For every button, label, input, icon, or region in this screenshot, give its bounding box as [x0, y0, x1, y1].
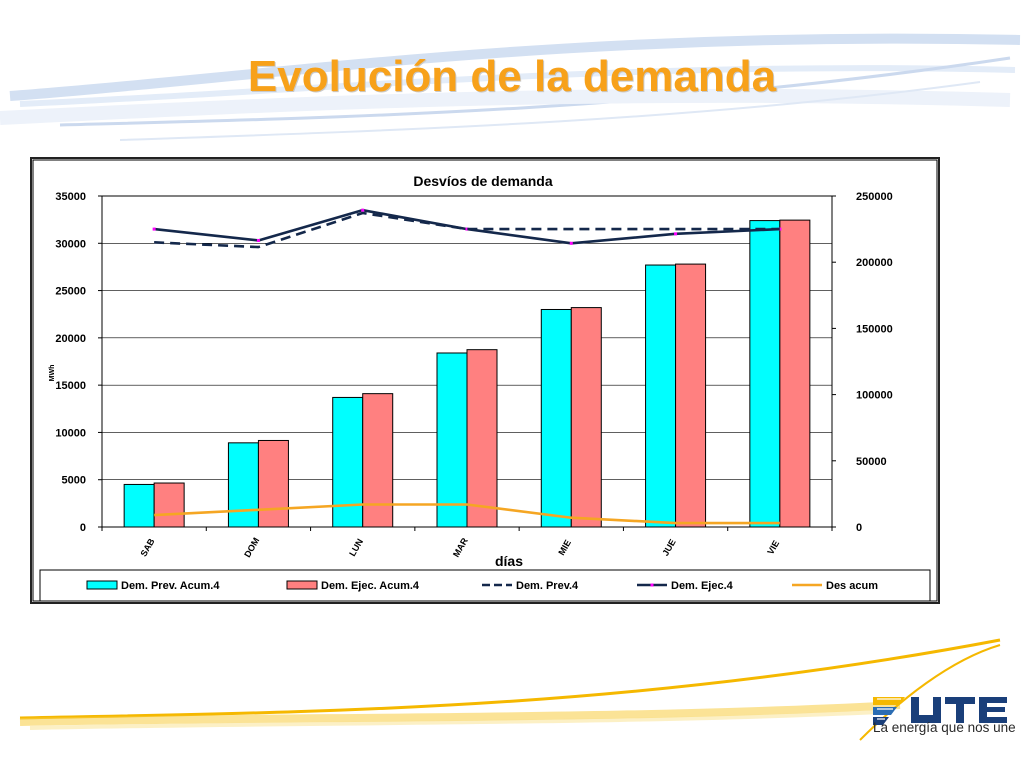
- slide-title: Evolución de la demanda: [247, 52, 777, 101]
- line-point: [152, 227, 156, 231]
- bar: [540, 308, 572, 528]
- legend-label: Dem. Ejec.4: [671, 580, 734, 592]
- legend-label: Dem. Prev.4: [516, 580, 579, 592]
- lines: [152, 208, 782, 525]
- bars: [123, 219, 811, 528]
- bar: [779, 219, 811, 528]
- y-right-tick-label: 100000: [856, 390, 893, 402]
- bar: [645, 264, 677, 528]
- y-left-tick-label: 10000: [55, 427, 86, 439]
- y-left-tick-label: 25000: [55, 286, 86, 298]
- line-point: [465, 227, 469, 231]
- logo-tagline: La energía que nos une: [873, 720, 1016, 735]
- series-line: [154, 503, 780, 525]
- y-right-tick-label: 250000: [856, 191, 893, 203]
- y-left-tick-label: 5000: [62, 475, 86, 487]
- bar: [227, 442, 259, 528]
- bar: [153, 482, 185, 528]
- x-axis-label: días: [495, 553, 523, 569]
- y-left-tick-label: 35000: [55, 191, 86, 203]
- top-swoosh: [0, 33, 1021, 141]
- bar: [436, 352, 468, 528]
- y-right-tick-label: 150000: [856, 323, 893, 335]
- legend-label: Dem. Prev. Acum.4: [121, 580, 220, 592]
- series-line: [154, 211, 780, 249]
- bar: [123, 483, 155, 528]
- y-left-tick-label: 15000: [55, 380, 86, 392]
- line-point: [674, 232, 678, 236]
- y-axis-right: 0 50000 100000 150000 200000 250000: [831, 191, 893, 534]
- y-axis-left: 0 5000 10000 15000 20000 25000 30000 35000: [55, 191, 103, 534]
- logo-letters: [911, 697, 1007, 723]
- legend: Dem. Prev. Acum.4 Dem. Ejec. Acum.4 Dem. P…: [39, 569, 931, 602]
- legend-marker: [650, 583, 654, 587]
- line-point: [361, 208, 365, 212]
- bottom-swoosh: [19, 638, 1001, 741]
- y-right-tick-label: 50000: [856, 456, 887, 468]
- line-point: [569, 241, 573, 245]
- y-axis-label: MWh: [49, 365, 56, 382]
- y-right-tick-label: 200000: [856, 257, 893, 269]
- bar: [675, 263, 707, 528]
- legend-label: Dem. Ejec. Acum.4: [321, 580, 420, 592]
- y-left-tick-label: 30000: [55, 238, 86, 250]
- y-left-tick-label: 20000: [55, 333, 86, 345]
- chart: Desvíos de demanda 0 5000 10000 15000 20000 2…: [32, 159, 938, 602]
- legend-swatch: [86, 580, 118, 590]
- logo-mark-stripes: [873, 697, 905, 725]
- bar: [570, 307, 602, 528]
- legend-swatch: [286, 580, 318, 590]
- chart-frame: Desvíos de demanda 0 5000 10000 15000 20000 2…: [30, 157, 940, 604]
- line-point: [256, 238, 260, 242]
- y-left-tick-label: 0: [80, 522, 86, 534]
- ute-logo: [873, 697, 1007, 725]
- chart-title: Desvíos de demanda: [413, 173, 552, 189]
- bar: [332, 396, 364, 528]
- bar: [257, 439, 289, 528]
- bar: [362, 393, 394, 528]
- bar: [749, 220, 781, 528]
- bar: [466, 349, 498, 528]
- legend-label: Des acum: [826, 580, 878, 592]
- y-right-tick-label: 0: [856, 522, 862, 534]
